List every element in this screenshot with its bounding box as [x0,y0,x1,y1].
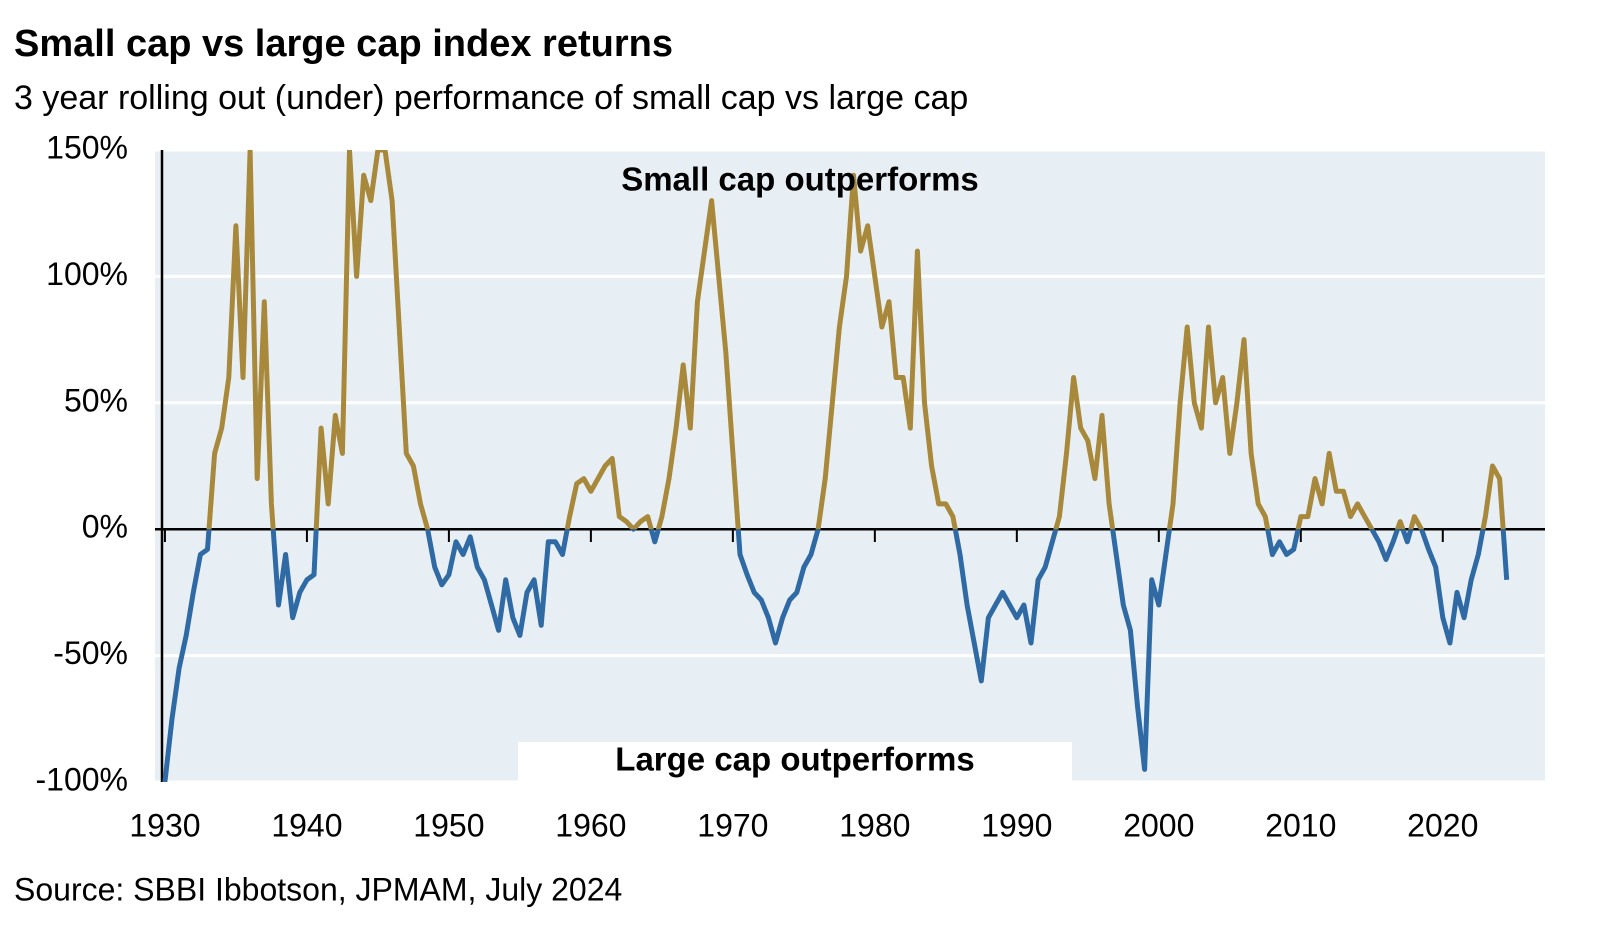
chart-subtitle: 3 year rolling out (under) performance o… [14,79,968,117]
data-line [162,529,1510,783]
x-tick-label: 1960 [555,807,626,843]
x-tick-label: 1950 [413,807,484,843]
y-tick-label: -50% [53,635,128,671]
annotation-background [518,742,1072,790]
x-tick-label: 2000 [1123,807,1194,843]
y-tick-label: 150% [46,129,128,165]
data-line [206,150,1506,530]
x-tick-label: 1940 [271,807,342,843]
x-tick-label: 1990 [981,807,1052,843]
chart-title: Small cap vs large cap index returns [14,23,673,65]
source-note: Source: SBBI Ibbotson, JPMAM, July 2024 [14,871,622,907]
x-tick-label: 1930 [129,807,200,843]
x-tick-label: 2010 [1265,807,1336,843]
x-tick-label: 1970 [697,807,768,843]
annotation: Large cap outperforms [615,741,974,778]
x-tick-label: 1980 [839,807,910,843]
y-tick-label: -100% [36,761,129,797]
y-tick-label: 0% [82,509,128,545]
annotation: Small cap outperforms [621,161,979,198]
x-tick-label: 2020 [1407,807,1478,843]
y-tick-label: 100% [46,256,128,292]
y-tick-label: 50% [64,382,128,418]
